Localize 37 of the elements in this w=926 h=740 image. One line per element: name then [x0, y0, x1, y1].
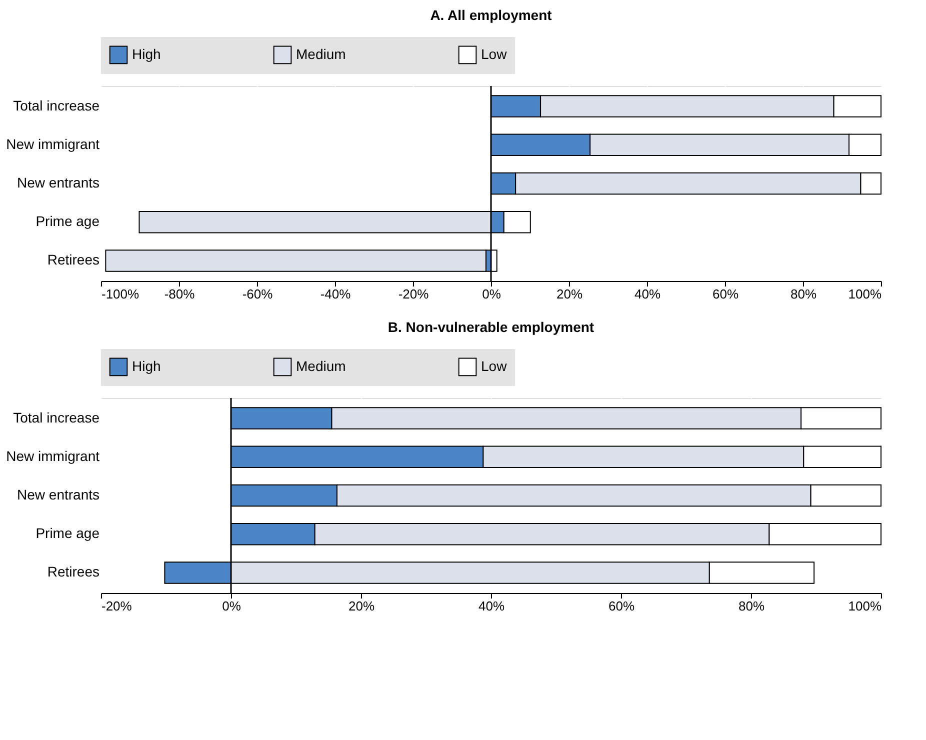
y-tick-label: Total increase [13, 409, 100, 426]
y-tick-label: New entrants [17, 486, 100, 502]
y-tick-label: New immigrant [6, 136, 100, 152]
x-tick-label: 0% [222, 598, 242, 614]
y-tick-label: Retirees [47, 564, 100, 580]
x-tick-label: -20% [398, 286, 430, 302]
legend-label: Medium [296, 358, 346, 374]
legend-label: Low [481, 358, 508, 374]
x-tick-label: -100% [102, 286, 140, 302]
x-tick-label: -60% [242, 286, 274, 302]
y-tick-label: Retirees [47, 252, 100, 268]
y-tick-label: Total increase [13, 97, 100, 114]
legend-label: High [132, 358, 161, 374]
x-tick-label: -80% [164, 286, 196, 302]
y-tick-label: New entrants [17, 174, 100, 190]
x-tick-label: 20% [348, 598, 375, 614]
y-tick-label: New immigrant [6, 448, 100, 464]
x-tick-label: 0% [482, 286, 502, 302]
legend-label: High [132, 46, 161, 62]
x-tick-label: 80% [738, 598, 765, 614]
x-tick-label: 40% [634, 286, 661, 302]
x-tick-label: -40% [320, 286, 352, 302]
x-tick-label: 100% [848, 598, 882, 614]
x-tick-label: 60% [712, 286, 739, 302]
y-tick-label: Prime age [36, 213, 100, 230]
y-tick-label: Prime age [36, 525, 100, 542]
chart-title: B. Non-vulnerable employment [388, 319, 594, 335]
legend-label: Medium [296, 46, 346, 62]
chart-title: A. All employment [430, 7, 552, 23]
legend-label: Low [481, 46, 508, 62]
x-tick-label: 20% [556, 286, 583, 302]
x-tick-label: -20% [102, 598, 132, 614]
bar [105, 250, 486, 272]
x-tick-label: 100% [848, 286, 882, 302]
x-tick-label: 60% [608, 598, 635, 614]
x-tick-label: 80% [790, 286, 817, 302]
x-tick-label: 40% [478, 598, 505, 614]
